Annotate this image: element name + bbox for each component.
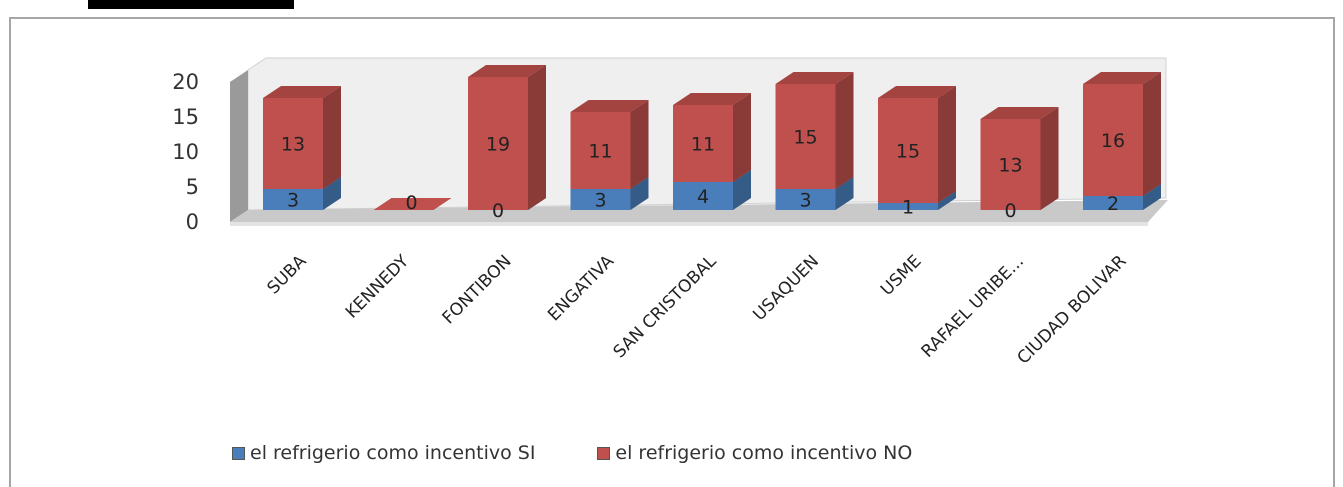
bars: 3 13 0 0 19 3 11 4 11 3 15 1 15 0 13 2 16 — [263, 65, 1161, 222]
bar-flat — [373, 198, 452, 210]
y-tick-label: 20 — [172, 70, 199, 94]
bar-segment-no — [878, 86, 956, 203]
data-label-no: 13 — [281, 134, 305, 156]
floor-edge — [230, 222, 1148, 226]
x-tick-label: ENGATIVA — [544, 251, 618, 325]
legend-label-no: el refrigerio como incentivo NO — [615, 442, 913, 464]
data-label-si: 3 — [287, 190, 299, 212]
bar-segment-no — [570, 100, 649, 189]
legend-label-si: el refrigerio como incentivo SI — [250, 442, 536, 464]
bar-segment-no — [468, 65, 546, 210]
x-tick-label: SAN CRISTOBAL — [610, 251, 721, 362]
y-tick-label: 5 — [186, 175, 199, 199]
legend-item-no: el refrigerio como incentivo NO — [597, 442, 912, 464]
x-tick-label: FONTIBON — [439, 251, 516, 328]
data-label-no: 11 — [691, 134, 715, 156]
legend-swatch-si — [232, 446, 245, 460]
data-label-si: 3 — [594, 190, 606, 212]
y-tick-label: 10 — [172, 140, 199, 164]
legend-item-si: el refrigerio como incentivo SI — [232, 442, 535, 464]
top-black-bar — [88, 0, 294, 9]
data-label-no: 13 — [998, 155, 1022, 177]
y-tick-label: 0 — [186, 210, 199, 234]
y-axis: 0 5 10 15 20 — [172, 70, 199, 234]
data-label-no: 15 — [896, 141, 920, 163]
x-tick-label: CIUDAD BOLIVAR — [1014, 251, 1131, 368]
bar-segment-no — [775, 72, 854, 189]
data-label-no: 15 — [793, 127, 817, 149]
data-label-kennedy: 0 — [405, 192, 417, 214]
data-label-no: 19 — [486, 134, 510, 156]
bar-segment-no — [673, 93, 751, 182]
legend: el refrigerio como incentivo SI el refri… — [232, 442, 974, 464]
x-tick-label: USME — [877, 251, 926, 300]
bar-segment-no — [980, 107, 1059, 210]
bar-segment-no — [1083, 72, 1161, 196]
data-label-si: 2 — [1107, 193, 1119, 215]
side-wall — [230, 70, 248, 222]
data-label-si: 3 — [799, 190, 811, 212]
x-tick-label: KENNEDY — [342, 251, 414, 323]
data-label-no: 11 — [588, 141, 612, 163]
bar-segment-no — [263, 86, 341, 189]
data-label-si: 0 — [1004, 200, 1016, 222]
data-label-si: 0 — [492, 200, 504, 222]
chart-frame — [9, 17, 1335, 487]
legend-swatch-no — [597, 446, 611, 460]
data-label-no: 16 — [1101, 130, 1125, 152]
x-tick-label: USAQUEN — [749, 251, 823, 325]
x-tick-label: SUBA — [263, 251, 310, 298]
data-label-si: 1 — [902, 197, 914, 219]
x-tick-label: RAFAEL URIBE... — [918, 251, 1028, 361]
data-label-si: 4 — [697, 186, 709, 208]
y-tick-label: 15 — [172, 105, 199, 129]
